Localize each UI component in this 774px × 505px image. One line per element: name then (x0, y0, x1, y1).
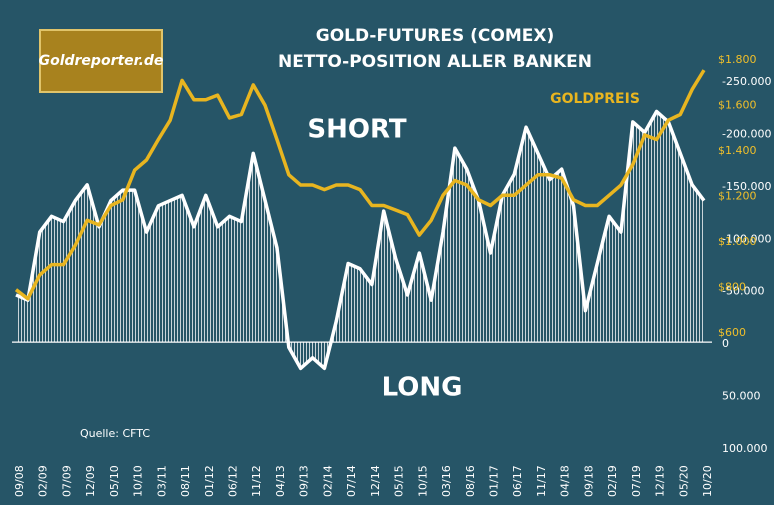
x-tick-label: 12/19 (654, 465, 667, 497)
y-tick-label: 0 (722, 337, 729, 350)
y-tick-label: -150.000 (722, 180, 771, 193)
x-tick-label: 06/12 (227, 465, 240, 497)
x-tick-label: 07/14 (345, 465, 358, 497)
logo: Goldreporter.de (39, 53, 164, 69)
x-tick-label: 10/15 (416, 465, 429, 497)
x-tick-label: 03/11 (155, 465, 168, 497)
x-tick-label: 07/19 (630, 465, 643, 497)
logo-box (39, 29, 163, 93)
y-tick-label: 100.000 (722, 442, 768, 455)
x-tick-label: 08/16 (464, 465, 477, 497)
y2-tick-label: $800 (718, 281, 746, 294)
y2-tick-label: $1.600 (718, 99, 757, 112)
x-tick-label: 05/15 (393, 465, 406, 497)
y-tick-label: -200.000 (722, 127, 771, 140)
y-tick-label: -50.000 (722, 285, 764, 298)
chart-title: GOLD-FUTURES (COMEX) (316, 26, 555, 46)
x-tick-label: 08/11 (179, 465, 192, 497)
plot (12, 69, 712, 371)
y-tick-label: -250.000 (722, 75, 771, 88)
y2-tick-label: $1.200 (718, 190, 757, 203)
x-tick-label: 12/09 (84, 465, 97, 497)
y2-tick-label: $1.000 (718, 235, 757, 248)
x-tick-label: 09/08 (13, 465, 26, 497)
x-tick-label: 01/17 (487, 465, 500, 497)
y-tick-label: -100.000 (722, 232, 771, 245)
series-line (14, 69, 706, 301)
x-tick-label: 02/09 (37, 465, 50, 497)
x-tick-label: 07/09 (60, 465, 73, 497)
source: Quelle: CFTC (80, 427, 150, 440)
x-tick-label: 01/12 (203, 465, 216, 497)
x-tick-label: 12/14 (369, 465, 382, 497)
x-tick-label: 09/18 (582, 465, 595, 497)
y2-tick-label: $600 (718, 326, 746, 339)
y-tick-label: 50.000 (722, 390, 761, 403)
x-tick-label: 04/18 (559, 465, 572, 497)
x-tick-label: 02/14 (321, 465, 334, 497)
x-tick-label: 04/13 (274, 465, 287, 497)
annotation: GOLDPREIS (550, 91, 640, 107)
y2-tick-label: $1.800 (718, 53, 757, 66)
chart-subtitle: NETTO-POSITION ALLER BANKEN (278, 52, 592, 72)
x-tick-label: 09/13 (298, 465, 311, 497)
x-tick-label: 10/20 (701, 465, 714, 497)
series-line (15, 109, 706, 371)
x-tick-label: 05/20 (677, 465, 690, 497)
area-fill (16, 111, 704, 369)
annotation: SHORT (307, 115, 406, 145)
y2-tick-label: $1.400 (718, 144, 757, 157)
annotation: LONG (382, 373, 463, 403)
x-tick-label: 10/10 (132, 465, 145, 497)
x-tick-label: 11/12 (250, 465, 263, 497)
x-tick-label: 05/10 (108, 465, 121, 497)
x-tick-label: 11/17 (535, 465, 548, 497)
x-tick-label: 02/19 (606, 465, 619, 497)
x-tick-label: 06/17 (511, 465, 524, 497)
x-tick-label: 03/16 (440, 465, 453, 497)
